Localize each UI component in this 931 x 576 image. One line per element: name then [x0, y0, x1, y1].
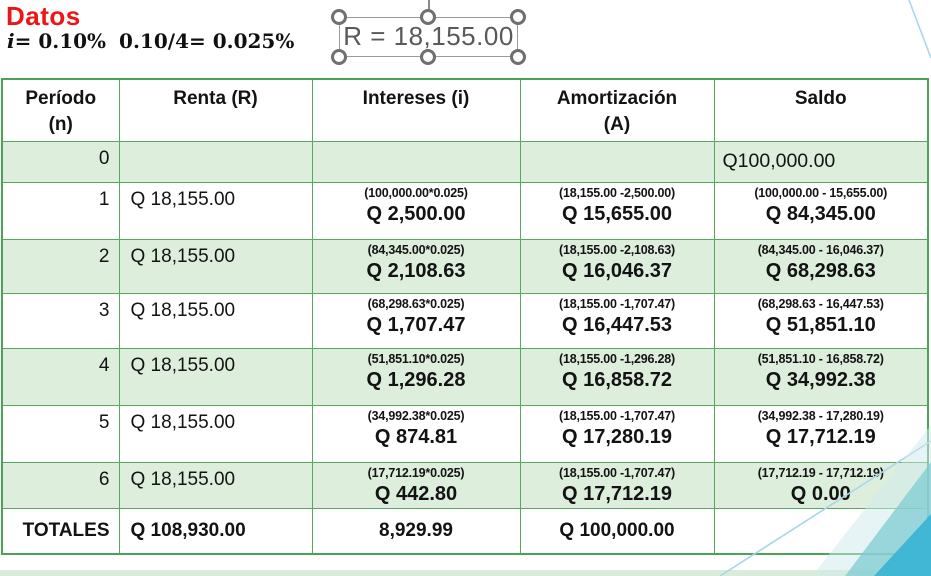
cell-periodo: 0: [1, 140, 120, 183]
totals-intereses: 8,929.99: [311, 508, 521, 555]
table-row-3: 3 Q 18,155.00 (68,298.63*0.025) Q 1,707.4…: [1, 292, 929, 349]
renta-textbox-value[interactable]: R = 18,155.00: [343, 21, 514, 51]
cell-saldo: (100,000.00 - 15,655.00) Q 84,345.00: [713, 181, 929, 240]
totals-label: TOTALES: [1, 508, 120, 555]
resize-handle-bottom-right[interactable]: [510, 49, 526, 65]
cell-intereses: [311, 140, 521, 183]
cell-saldo: (34,992.38 - 17,280.19) Q 17,712.19: [713, 404, 929, 463]
resize-handle-top-left[interactable]: [331, 9, 347, 25]
bottom-green-strip: [0, 570, 931, 576]
cell-amortizacion: (18,155.00 -1,707.47) Q 16,447.53: [519, 292, 715, 349]
cell-renta: Q 18,155.00: [118, 181, 313, 240]
table-row-0: 0 Q100,000.00: [1, 140, 929, 183]
resize-handle-top-center[interactable]: [420, 9, 436, 25]
rate-variable: i: [7, 29, 15, 53]
table-row-4: 4 Q 18,155.00 (51,851.10*0.025) Q 1,296.2…: [1, 347, 929, 406]
cell-intereses: (84,345.00*0.025) Q 2,108.63: [311, 238, 521, 294]
cell-amortizacion: (18,155.00 -2,108.63) Q 16,046.37: [519, 238, 715, 294]
cell-periodo: 6: [1, 461, 120, 510]
cell-saldo: (51,851.10 - 16,858.72) Q 34,992.38: [713, 347, 929, 406]
table-totals-row: TOTALES Q 108,930.00 8,929.99 Q 100,000.…: [1, 508, 929, 555]
cell-renta: [118, 140, 313, 183]
cell-amortizacion: (18,155.00 -1,296.28) Q 16,858.72: [519, 347, 715, 406]
interest-rate-line: i= 0.10% 0.10/4= 0.025%: [7, 29, 294, 53]
cell-saldo: (84,345.00 - 16,046.37) Q 68,298.63: [713, 238, 929, 294]
cell-periodo: 4: [1, 347, 120, 406]
cell-amortizacion: (18,155.00 -1,707.47) Q 17,712.19: [519, 461, 715, 510]
table-header-row: Período (n) Renta (R) Intereses (i) Amort…: [1, 78, 929, 142]
totals-renta: Q 108,930.00: [118, 508, 313, 555]
cell-intereses: (68,298.63*0.025) Q 1,707.47: [311, 292, 521, 349]
cell-saldo: (68,298.63 - 16,447.53) Q 51,851.10: [713, 292, 929, 349]
col-header-periodo: Período (n): [1, 78, 120, 142]
cell-periodo: 5: [1, 404, 120, 463]
page-title: Datos: [6, 1, 81, 31]
cell-intereses: (34,992.38*0.025) Q 874.81: [311, 404, 521, 463]
cell-amortizacion: [519, 140, 715, 183]
rate-equation-1: = 0.10%: [14, 29, 107, 53]
col-header-saldo: Saldo: [713, 78, 929, 142]
cell-renta: Q 18,155.00: [118, 238, 313, 294]
resize-handle-bottom-center[interactable]: [420, 49, 436, 65]
resize-handle-top-right[interactable]: [510, 9, 526, 25]
top-right-diagonal-line: [908, 0, 931, 59]
col-header-renta: Renta (R): [118, 78, 313, 142]
col-header-intereses: Intereses (i): [311, 78, 521, 142]
cell-periodo: 1: [1, 181, 120, 240]
table-row-2: 2 Q 18,155.00 (84,345.00*0.025) Q 2,108.6…: [1, 238, 929, 294]
cell-renta: Q 18,155.00: [118, 461, 313, 510]
cell-saldo: Q100,000.00: [713, 140, 929, 183]
cell-amortizacion: (18,155.00 -1,707.47) Q 17,280.19: [519, 404, 715, 463]
table-row-6: 6 Q 18,155.00 (17,712.19*0.025) Q 442.80 …: [1, 461, 929, 510]
cell-renta: Q 18,155.00: [118, 292, 313, 349]
col-header-amortizacion: Amortización (A): [519, 78, 715, 142]
cell-saldo: (17,712.19 - 17,712.19) Q 0.00: [713, 461, 929, 510]
totals-amortizacion: Q 100,000.00: [519, 508, 715, 555]
cell-periodo: 3: [1, 292, 120, 349]
resize-handle-bottom-left[interactable]: [331, 49, 347, 65]
cell-amortizacion: (18,155.00 -2,500.00) Q 15,655.00: [519, 181, 715, 240]
cell-periodo: 2: [1, 238, 120, 294]
rate-equation-2: 0.10/4= 0.025%: [119, 29, 295, 53]
cell-intereses: (51,851.10*0.025) Q 1,296.28: [311, 347, 521, 406]
rotation-handle-stem: [428, 0, 430, 10]
table-row-1: 1 Q 18,155.00 (100,000.00*0.025) Q 2,500.…: [1, 181, 929, 240]
table-row-5: 5 Q 18,155.00 (34,992.38*0.025) Q 874.81 …: [1, 404, 929, 463]
cell-intereses: (100,000.00*0.025) Q 2,500.00: [311, 181, 521, 240]
cell-intereses: (17,712.19*0.025) Q 442.80: [311, 461, 521, 510]
cell-renta: Q 18,155.00: [118, 347, 313, 406]
totals-saldo: [713, 508, 929, 555]
cell-renta: Q 18,155.00: [118, 404, 313, 463]
amortization-table: Período (n) Renta (R) Intereses (i) Amort…: [1, 78, 929, 555]
